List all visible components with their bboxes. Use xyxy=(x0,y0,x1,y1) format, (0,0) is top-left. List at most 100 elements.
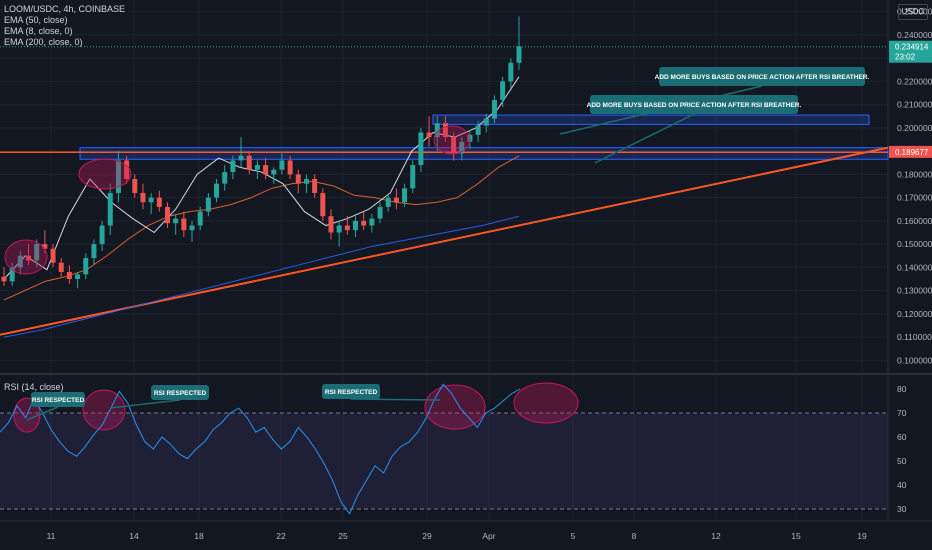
buy-note-2-pointer xyxy=(594,113,695,164)
candle xyxy=(442,123,448,138)
legend-ema8[interactable]: EMA (8, close, 0) xyxy=(4,26,73,36)
level-tag xyxy=(889,145,932,158)
rsi-note-3-box xyxy=(322,384,380,399)
ema-series-1 xyxy=(3,76,520,280)
rsi-tick-label: 70 xyxy=(897,408,907,418)
candle xyxy=(312,179,318,193)
time-tick-label: 18 xyxy=(194,531,204,541)
candle xyxy=(9,267,15,282)
candle xyxy=(491,99,497,119)
support-zone xyxy=(432,114,870,125)
rsi-line xyxy=(0,383,521,515)
candle xyxy=(271,169,277,175)
candle xyxy=(173,218,179,224)
legend: LOOM/USDC, 4h, COINBASE EMA (50, close) … xyxy=(4,4,125,48)
candle xyxy=(181,218,187,231)
rsi-tick-label: 50 xyxy=(897,456,907,466)
rsi-note-3-pointer xyxy=(350,398,441,401)
rsi-band xyxy=(0,412,888,510)
candle xyxy=(99,225,105,245)
price-tick-label: 0.210000 xyxy=(897,100,932,110)
candle xyxy=(107,192,113,226)
price-axis[interactable]: 0.100000 0.110000 0.120000 0.130000 0.140000… xyxy=(897,7,932,514)
candle xyxy=(205,197,211,212)
highlight-circle xyxy=(4,239,48,275)
candle xyxy=(508,62,514,82)
candle xyxy=(287,160,293,175)
price-tick-label: 0.130000 xyxy=(897,286,932,296)
last-price-value: 0.234914 xyxy=(895,43,929,52)
time-tick-label: 14 xyxy=(129,531,139,541)
candle xyxy=(42,244,48,249)
legend-ema50[interactable]: EMA (50, close) xyxy=(4,15,68,25)
candle xyxy=(434,123,440,138)
price-tick-label: 0.250000 xyxy=(897,7,932,17)
candle xyxy=(75,274,81,279)
candle xyxy=(369,218,375,226)
price-tick-label: 0.200000 xyxy=(897,123,932,133)
candle xyxy=(91,244,97,259)
price-tick-label: 0.110000 xyxy=(897,332,932,342)
time-tick-label: 19 xyxy=(857,531,867,541)
time-tick-label: 11 xyxy=(47,531,56,541)
price-tick-label: 0.170000 xyxy=(897,193,932,203)
annotations: ADD MORE BUYS BASED ON PRICE ACTION AFTE… xyxy=(26,67,870,421)
time-tick-label: 22 xyxy=(276,531,286,541)
buy-note-1-text: ADD MORE BUYS BASED ON PRICE ACTION AFTE… xyxy=(655,74,870,81)
price-tick-label: 0.100000 xyxy=(897,355,932,365)
candle xyxy=(279,160,285,170)
legend-ema200[interactable]: EMA (200, close, 0) xyxy=(4,37,83,47)
time-tick-label: 8 xyxy=(632,531,637,541)
time-tick-label: 29 xyxy=(422,531,432,541)
candle xyxy=(328,216,334,233)
rsi-note-2-pointer xyxy=(109,399,181,409)
candle xyxy=(475,125,481,135)
more-icon[interactable]: ⋯ xyxy=(908,4,918,15)
rsi-tick-label: 80 xyxy=(897,384,907,394)
candle xyxy=(500,81,506,100)
candle xyxy=(483,118,489,126)
candle xyxy=(418,132,424,166)
price-tick-label: 0.240000 xyxy=(897,30,932,40)
candle xyxy=(230,160,236,173)
time-tick-label: 25 xyxy=(338,531,348,541)
candle xyxy=(263,165,269,175)
last-price-tag xyxy=(889,40,932,63)
candle xyxy=(377,206,383,219)
candle xyxy=(132,179,138,193)
price-tick-label: 0.220000 xyxy=(897,76,932,86)
candle xyxy=(426,132,432,138)
rsi-title[interactable]: RSI (14, close) xyxy=(4,382,64,392)
highlight-circles xyxy=(4,125,579,433)
support-zones xyxy=(79,114,889,160)
rsi-series xyxy=(0,383,521,515)
time-axis[interactable]: 11 14 18 22 25 29 Apr 5 8 12 15 19 xyxy=(47,531,867,541)
candle xyxy=(189,225,195,231)
candle xyxy=(344,225,350,231)
candle xyxy=(353,220,359,231)
candle xyxy=(320,192,326,217)
candle xyxy=(393,197,399,203)
rsi-tick-label: 60 xyxy=(897,432,907,442)
rsi-tick-label: 30 xyxy=(897,504,907,514)
candle xyxy=(115,160,121,193)
price-tick-label: 0.140000 xyxy=(897,262,932,272)
candle xyxy=(361,220,367,226)
candle xyxy=(17,255,23,268)
rsi-note-1-text: RSI RESPECTED xyxy=(32,397,85,404)
candle xyxy=(66,272,72,279)
candle xyxy=(516,46,522,63)
candle xyxy=(148,197,154,203)
countdown-value: 23:02 xyxy=(895,53,916,62)
ema-series-2 xyxy=(3,215,520,338)
rsi-band-fill xyxy=(0,413,888,509)
candle xyxy=(140,192,146,203)
rsi-note-1-box xyxy=(31,392,85,407)
candle xyxy=(402,188,408,203)
support-zone xyxy=(79,147,889,160)
candle xyxy=(451,137,457,154)
time-tick-label: 12 xyxy=(711,531,721,541)
currency-selector[interactable]: USDC xyxy=(898,4,928,20)
symbol-title[interactable]: LOOM/USDC, 4h, COINBASE xyxy=(4,4,126,14)
